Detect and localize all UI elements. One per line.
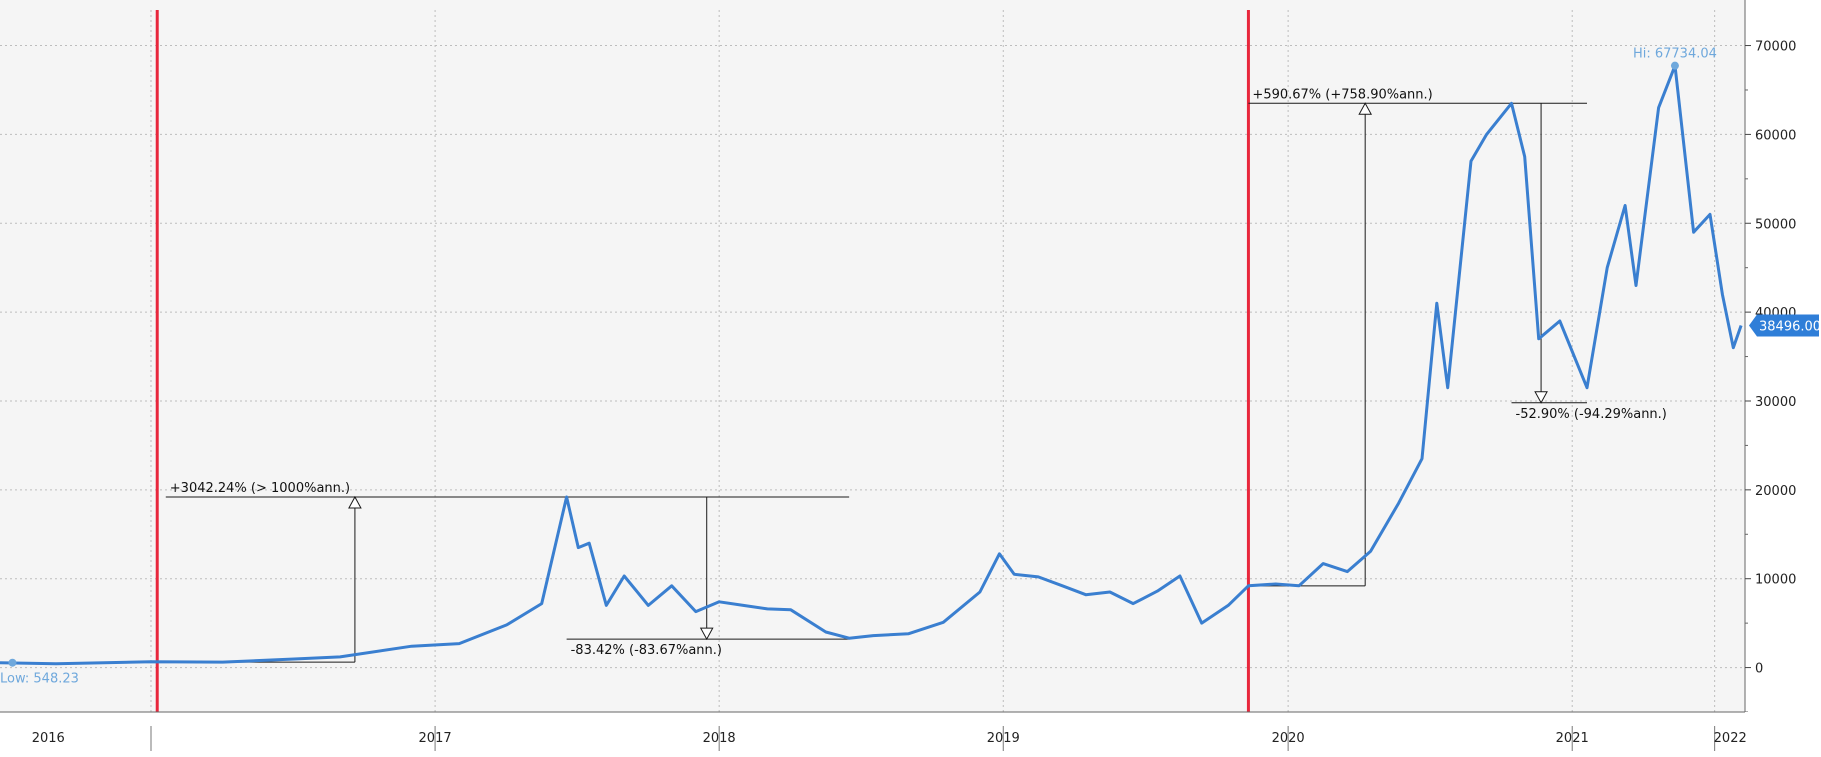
x-year-label: 2019 (987, 731, 1020, 746)
x-year-label: 2018 (703, 731, 736, 746)
high-label: Hi: 67734.04 (1633, 47, 1717, 62)
x-axis-band (0, 712, 1821, 757)
y-tick-label: 0 (1755, 662, 1763, 677)
y-tick-label: 60000 (1755, 128, 1796, 143)
low-marker (8, 658, 17, 667)
x-year-label: 2020 (1272, 731, 1305, 746)
x-year-label: 2022 (1714, 731, 1747, 746)
up-arrow-icon (348, 495, 362, 509)
annotation-label: -83.42% (-83.67%ann.) (571, 643, 722, 658)
series-layer (0, 64, 1743, 666)
price-series-line (0, 64, 1743, 666)
annotation: +590.67% (+758.90%ann.) (1248, 87, 1512, 587)
x-year-label: 2017 (419, 731, 452, 746)
y-axis: 0100002000030000400005000060000700003849… (1744, 0, 1821, 713)
y-tick-label: 50000 (1755, 217, 1796, 232)
down-arrow-icon (1534, 391, 1548, 404)
plot-area-background (0, 0, 1745, 712)
x-year-label: 2021 (1556, 731, 1589, 746)
annotations: +3042.24% (> 1000%ann.) -83.42% (-83.67%a… (165, 87, 1667, 663)
last-value-badge (1749, 314, 1819, 337)
up-arrow-icon (1358, 102, 1373, 115)
annotation: +3042.24% (> 1000%ann.) (165, 481, 567, 663)
y-tick-label: 30000 (1755, 395, 1796, 410)
annotation-label: +3042.24% (> 1000%ann.) (170, 481, 350, 496)
y-tick-label: 10000 (1755, 573, 1796, 588)
annotation: -83.42% (-83.67%ann.) (566, 496, 850, 658)
last-value-label: 38496.00 (1759, 319, 1821, 334)
annotation: -52.90% (-94.29%ann.) (1511, 102, 1667, 422)
x-axis: 2016 2017 2018 2019 2020 2021 2022 (0, 711, 1821, 757)
x-year-label: 2016 (32, 731, 65, 746)
y-tick-label: 70000 (1755, 40, 1796, 55)
grid-layer (0, 10, 1745, 712)
event-lines (155, 10, 1250, 712)
annotation-label: -52.90% (-94.29%ann.) (1516, 407, 1667, 422)
extreme-markers: Low: 548.23 Hi: 67734.04 (0, 47, 1717, 687)
low-label: Low: 548.23 (0, 672, 79, 687)
annotation-label: +590.67% (+758.90%ann.) (1252, 87, 1432, 102)
down-arrow-icon (699, 627, 714, 641)
high-marker (1670, 61, 1679, 70)
y-tick-label: 20000 (1755, 484, 1796, 499)
